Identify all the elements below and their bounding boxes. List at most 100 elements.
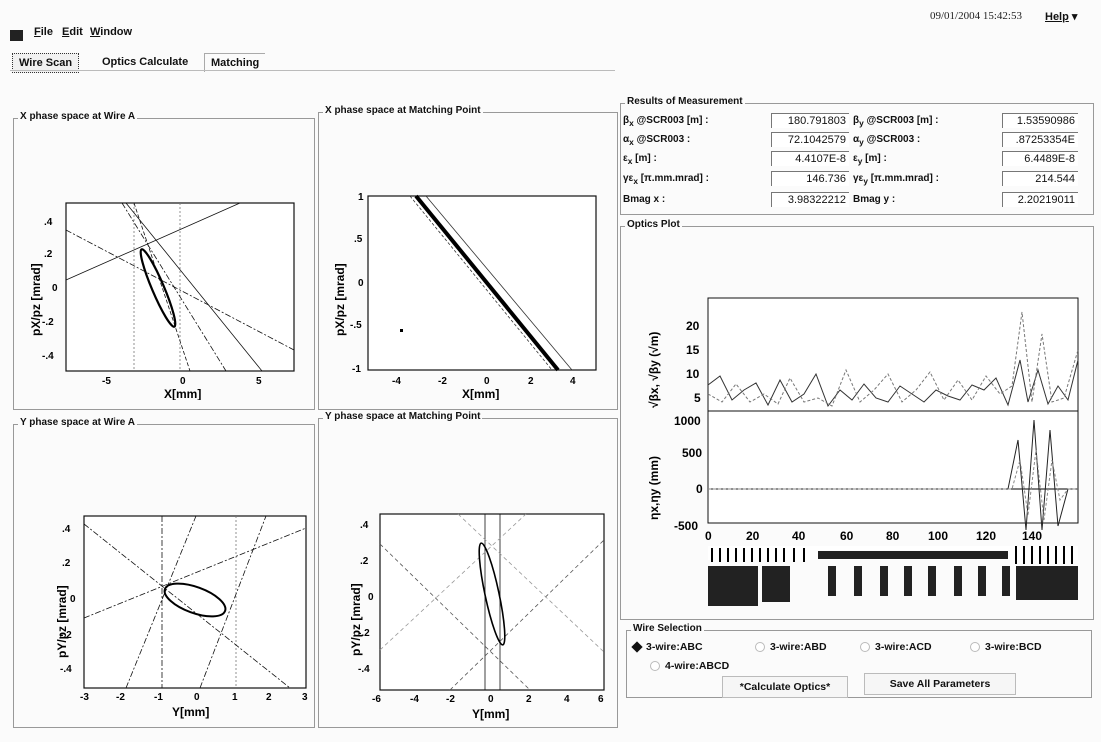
menu-window-rest: indow (100, 26, 133, 38)
panel-x-wire-title: X phase space at Wire A (18, 111, 138, 122)
x-tick: 1 (232, 692, 238, 703)
y-tick: -.4 (358, 664, 370, 675)
y-tick: .2 (44, 249, 53, 260)
menu-edit-rest: dit (69, 26, 83, 38)
beta-y-sub: y (859, 118, 864, 128)
eps-x-field[interactable]: 4.4107E-8 (771, 151, 849, 166)
beta-y-field[interactable]: 1.53590986 (1002, 113, 1078, 128)
bmag-y-field[interactable]: 2.20219011 (1002, 192, 1078, 207)
beta-x-field[interactable]: 180.791803 (771, 113, 849, 128)
phase-ellipse (414, 194, 560, 372)
save-all-parameters-button[interactable]: Save All Parameters (864, 673, 1016, 695)
x-tick: 2 (526, 694, 532, 705)
y-tick: 10 (686, 367, 700, 381)
beta-x-sub: x (629, 118, 634, 128)
tab-optics-calculate[interactable]: Optics Calculate (102, 56, 189, 68)
x-tick: 4 (570, 376, 576, 387)
x-tick: -2 (438, 376, 447, 387)
menu-edit-mnemonic: E (62, 26, 70, 38)
bmag-x-field[interactable]: 3.98322212 (771, 192, 849, 207)
phase-ellipse (139, 248, 177, 328)
radio-3wire-bcd[interactable]: 3-wire:BCD (970, 641, 1042, 653)
x-axis-label: Y[mm] (472, 707, 509, 721)
eps-x-tail: [m] : (632, 153, 657, 164)
panel-y-match: Y phase space at Matching Point (318, 411, 618, 728)
tab-matching[interactable]: Matching (204, 53, 266, 72)
marker (400, 329, 403, 332)
x-tick: 4 (564, 694, 570, 705)
menu-edit[interactable]: Edit (62, 26, 83, 38)
panel-y-wire-title: Y phase space at Wire A (18, 417, 137, 428)
radio-3wire-abd[interactable]: 3-wire:ABD (755, 641, 827, 653)
y-ticks: 1 .5 0 -.5 -1 (350, 192, 364, 375)
y-tick: .5 (354, 234, 363, 245)
geps-x-sub: x (633, 176, 638, 186)
panel-results-title: Results of Measurement (625, 96, 745, 107)
lattice-elements (711, 546, 1073, 564)
menu-window[interactable]: Window (90, 26, 132, 38)
geps-x-field[interactable]: 146.736 (771, 171, 849, 186)
beta-y-symbol: β (853, 115, 860, 126)
optics-bottom-frame (707, 410, 1079, 524)
y-tick: 500 (682, 446, 702, 460)
radio-label: 3-wire:ABC (646, 641, 703, 653)
panel-wire-selection: Wire Selection (626, 623, 1092, 698)
alpha-x-field[interactable]: 72.1042579 (771, 132, 849, 147)
plot-optics: 20 15 10 5 1000 500 0 -500 0 20 40 60 80… (647, 297, 1079, 606)
radio-4wire-abcd[interactable]: 4-wire:ABCD (650, 660, 729, 672)
geps-y-field[interactable]: 214.544 (1002, 171, 1078, 186)
geps-y-label: γεy [π.mm.mrad] : (853, 173, 939, 186)
y-tick: 1 (358, 192, 364, 203)
radio-icon (755, 642, 765, 653)
y-ticks: .4 .2 0 -.2 -.4 (60, 524, 76, 675)
y-tick: 0 (52, 283, 58, 294)
plot-frame (379, 513, 605, 691)
y-tick: 20 (686, 319, 700, 333)
y-axis-label: pX/pz [mrad] (30, 263, 43, 336)
x-tick: -4 (410, 694, 419, 705)
eps-x-sub: x (627, 156, 633, 166)
plot-frame (83, 515, 307, 689)
optics-xticks: 0 20 40 60 80 100 120 140 (705, 529, 1042, 543)
plot-y-wire: .4 .2 0 -.2 -.4 -3 -2 -1 0 1 2 3 Y[mm] p… (55, 515, 308, 719)
y-tick: 0 (70, 594, 76, 605)
radio-3wire-abc[interactable]: 3-wire:ABC (631, 641, 703, 653)
radio-icon (860, 642, 870, 653)
x-tick: 0 (484, 376, 490, 387)
calculate-optics-button[interactable]: *Calculate Optics* (722, 676, 848, 698)
optics-bottom-ylabel: ηx,ηy (mm) (647, 456, 661, 520)
y-tick: 15 (686, 343, 700, 357)
chevron-down-icon: ▾ (1071, 11, 1078, 23)
app-icon[interactable] (10, 30, 23, 41)
x-tick: 2 (528, 376, 534, 387)
alpha-y-symbol: α (853, 134, 860, 145)
x-tick: 20 (746, 529, 760, 543)
help-menu[interactable]: Help ▾ (1045, 10, 1077, 23)
phase-ellipse (163, 582, 227, 618)
beta-x-line (707, 359, 1079, 408)
alpha-y-tail: @SCR003 : (863, 134, 921, 145)
alpha-x-sub: x (629, 137, 634, 147)
x-tick: 0 (488, 694, 494, 705)
x-tick: 100 (928, 529, 948, 543)
panel-results: Results of Measurement (620, 96, 1094, 215)
y-tick: .2 (360, 556, 369, 567)
phase-ellipse (478, 542, 506, 646)
menu-file[interactable]: File (34, 26, 53, 38)
beta-y-line (707, 311, 1079, 407)
alpha-x-symbol: α (623, 134, 630, 145)
timestamp: 09/01/2004 15:42:53 (930, 10, 1022, 22)
radio-3wire-acd[interactable]: 3-wire:ACD (860, 641, 932, 653)
x-tick: -2 (116, 692, 125, 703)
tab-wire-scan[interactable]: Wire Scan (12, 53, 80, 73)
alpha-y-field[interactable]: .87253354E (1002, 132, 1078, 147)
radio-icon (970, 642, 980, 653)
guide-line (409, 195, 553, 371)
alpha-y-label: αy @SCR003 : (853, 134, 920, 147)
bmag-x-label: Bmag x : (623, 194, 666, 205)
x-tick: 5 (256, 376, 262, 387)
eps-y-field[interactable]: 6.4489E-8 (1002, 151, 1078, 166)
x-tick: 0 (705, 529, 712, 543)
beta-y-label: βy @SCR003 [m] : (853, 115, 939, 128)
eps-y-tail: [m] : (862, 153, 887, 164)
